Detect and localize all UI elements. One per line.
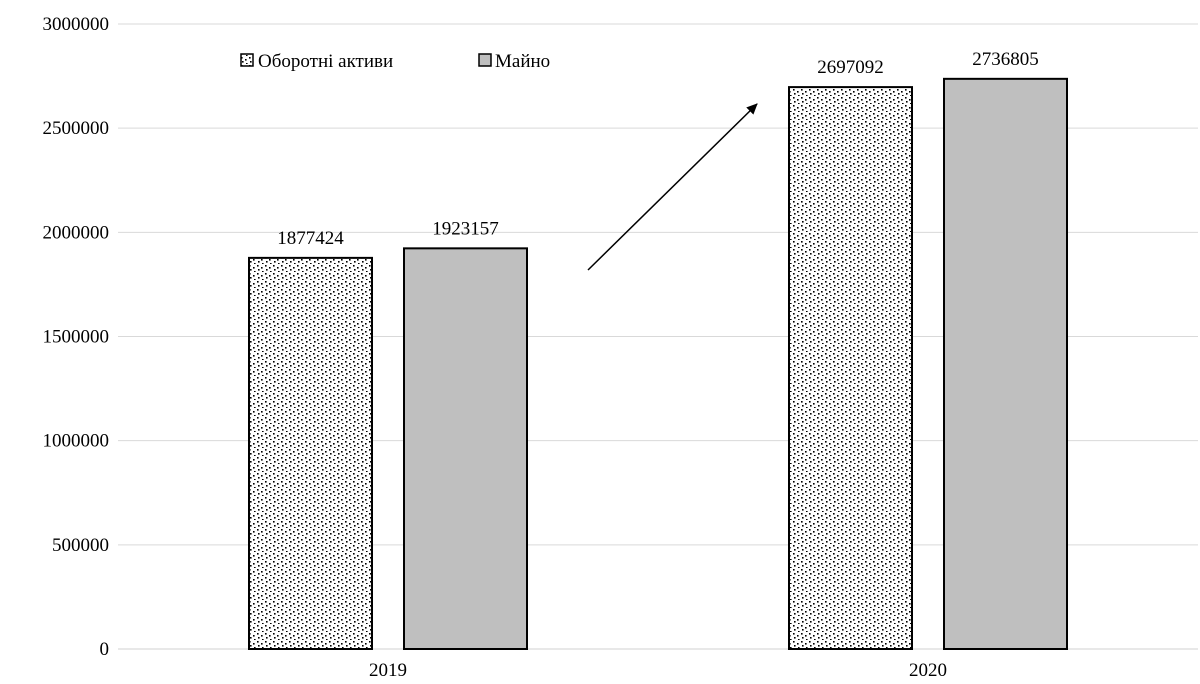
data-label: 2697092 (817, 57, 884, 78)
trend-arrow (587, 103, 758, 271)
bar-property-2019 (403, 247, 528, 650)
data-label: 2736805 (972, 49, 1039, 70)
legend-swatch-series-1 (478, 53, 492, 67)
y-tick-label: 3000000 (43, 14, 110, 35)
y-tick-label: 1500000 (43, 327, 110, 348)
x-category-label: 2019 (369, 660, 407, 681)
legend-label-series-0: Оборотні активи (258, 51, 393, 72)
y-tick-label: 500000 (52, 535, 109, 556)
bar-current-assets-2019 (248, 256, 373, 650)
bars (248, 77, 1068, 651)
legend-label-series-1: Майно (495, 51, 550, 72)
legend: Оборотні активи Майно (240, 51, 550, 72)
y-tick-label: 2000000 (43, 222, 110, 243)
y-axis-ticks: 0 500000 1000000 1500000 2000000 2500000 30000… (43, 14, 110, 660)
x-axis-labels: 2019 2020 (369, 660, 947, 681)
bar-current-assets-2020 (788, 86, 913, 650)
y-tick-label: 1000000 (43, 431, 110, 452)
data-label: 1877424 (277, 228, 344, 249)
legend-swatch-series-0 (240, 53, 254, 67)
y-tick-label: 0 (100, 639, 110, 660)
y-tick-label: 2500000 (43, 118, 110, 139)
bar-property-2020 (943, 77, 1068, 651)
data-label: 1923157 (432, 218, 499, 239)
data-labels: 1877424 1923157 2697092 2736805 (277, 49, 1039, 249)
x-category-label: 2020 (909, 660, 947, 681)
